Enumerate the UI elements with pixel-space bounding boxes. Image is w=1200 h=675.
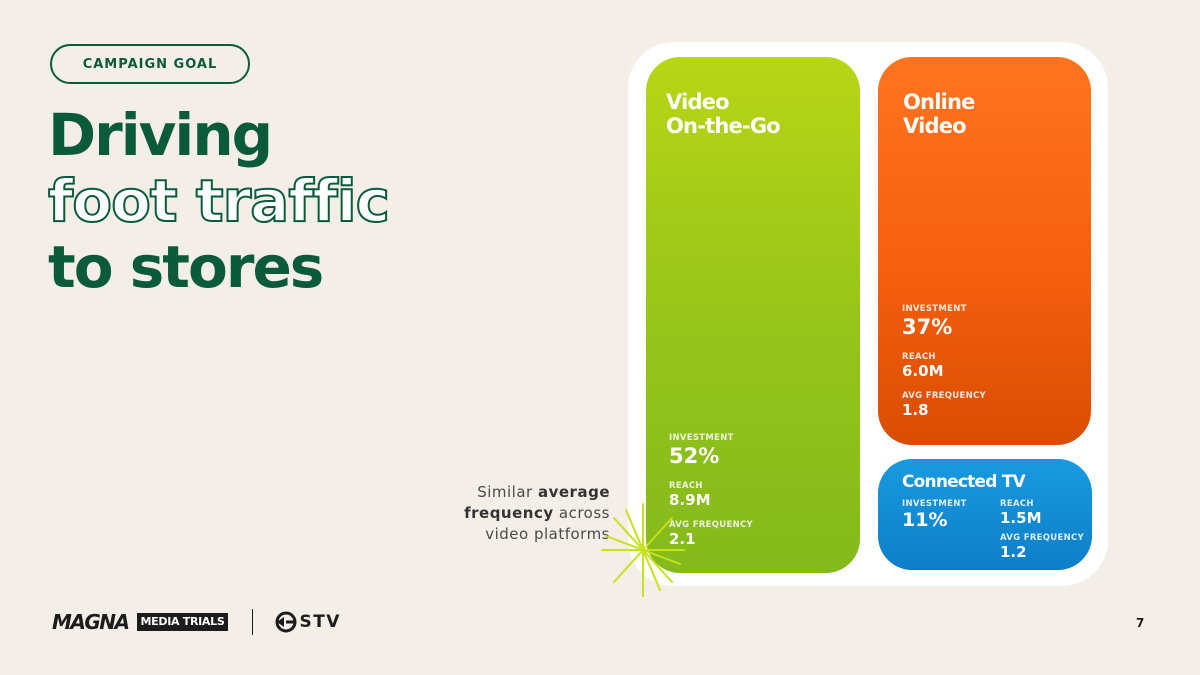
media-trials-logo: MEDIA TRIALS <box>136 613 229 631</box>
card-title: Online Video <box>903 90 975 138</box>
frequency-value: 1.2 <box>1000 543 1027 561</box>
campaign-goal-badge: CAMPAIGN GOAL <box>50 44 250 84</box>
note-post: across video platforms <box>485 504 610 543</box>
frequency-note: Similar average frequency across video p… <box>420 482 610 545</box>
frequency-label: AVG FREQUENCY <box>1000 533 1085 543</box>
gstv-logo: STV <box>275 611 341 633</box>
page-title: Driving foot traffic to stores <box>47 101 391 301</box>
card-connected-tv: Connected TV INVESTMENT 11% REACH 1.5M A… <box>878 459 1092 570</box>
card-title-line-2: On-the-Go <box>666 114 781 138</box>
reach-value: 8.9M <box>669 491 711 509</box>
footer-logos: MAGNA MEDIA TRIALS STV <box>52 608 341 636</box>
frequency-label: AVG FREQUENCY <box>902 391 987 401</box>
reach-label: REACH <box>1000 499 1034 509</box>
frequency-metric: AVG FREQUENCY 2.1 <box>669 520 753 548</box>
investment-metric: INVESTMENT 37% <box>902 304 967 340</box>
frequency-value: 2.1 <box>669 530 696 548</box>
frequency-metric: AVG FREQUENCY 1.8 <box>902 391 986 419</box>
investment-value: 11% <box>902 509 948 531</box>
investment-metric: INVESTMENT 52% <box>669 433 734 469</box>
note-pre: Similar <box>477 483 538 501</box>
magna-logo: MAGNA <box>52 610 130 634</box>
card-title-line-2: Video <box>903 114 967 138</box>
card-title-line-1: Online <box>903 90 975 114</box>
investment-label: INVESTMENT <box>902 304 967 314</box>
card-online-video: Online Video INVESTMENT 37% REACH 6.0M A… <box>878 57 1091 445</box>
card-video-on-the-go: Video On-the-Go INVESTMENT 52% REACH 8.9… <box>646 57 860 573</box>
frequency-metric: AVG FREQUENCY 1.2 <box>1000 533 1084 561</box>
frequency-value: 1.8 <box>902 401 929 419</box>
reach-value: 6.0M <box>902 362 944 380</box>
investment-value: 52% <box>669 444 720 468</box>
reach-label: REACH <box>669 481 703 491</box>
frequency-label: AVG FREQUENCY <box>669 520 754 530</box>
reach-metric: REACH 1.5M <box>1000 499 1042 527</box>
investment-metric: INVESTMENT 11% <box>902 499 967 531</box>
reach-metric: REACH 8.9M <box>669 481 711 509</box>
title-line-1: Driving <box>48 101 273 169</box>
campaign-goal-label: CAMPAIGN GOAL <box>82 56 218 72</box>
investment-label: INVESTMENT <box>902 499 967 509</box>
reach-metric: REACH 6.0M <box>902 352 944 380</box>
starburst-icon <box>601 503 685 597</box>
reach-label: REACH <box>902 352 936 362</box>
investment-label: INVESTMENT <box>669 433 734 443</box>
card-title: Connected TV <box>902 472 1026 492</box>
card-title: Video On-the-Go <box>666 90 781 138</box>
logo-divider <box>252 609 254 635</box>
page-number: 7 <box>1136 616 1145 630</box>
reach-value: 1.5M <box>1000 509 1042 527</box>
title-line-3: to stores <box>48 233 324 301</box>
card-title-line-1: Video <box>666 90 730 114</box>
gstv-mark-icon <box>275 611 297 633</box>
title-line-2: foot traffic <box>47 167 391 235</box>
gstv-logo-text: STV <box>299 612 341 632</box>
note-bold: average frequency <box>464 483 610 522</box>
investment-value: 37% <box>902 315 953 339</box>
